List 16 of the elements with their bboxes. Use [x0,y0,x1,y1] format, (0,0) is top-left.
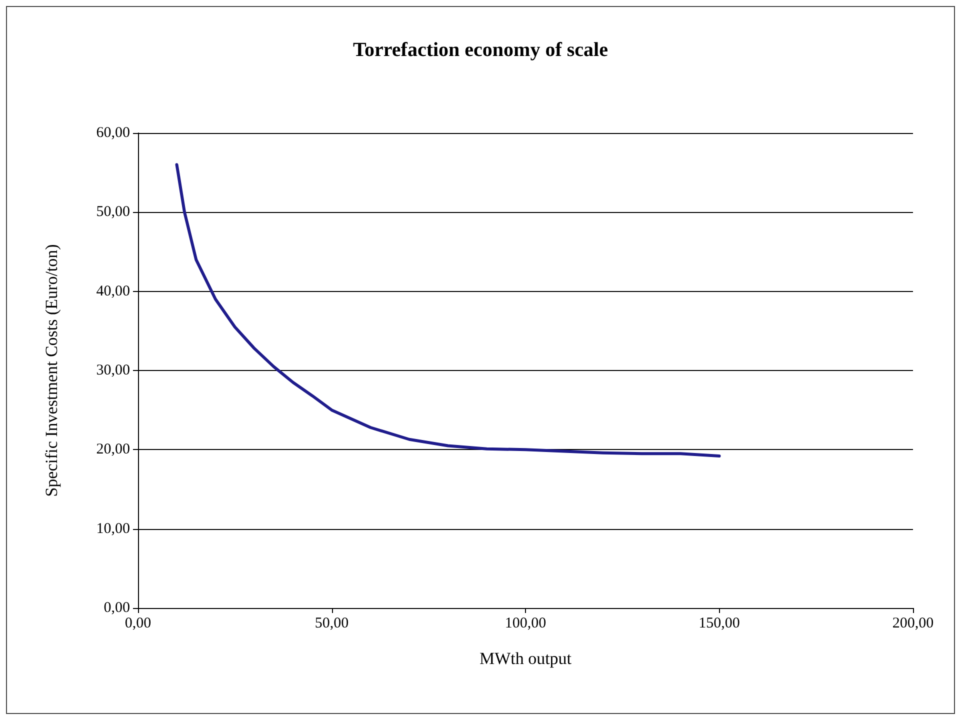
y-axis-title: Specific Investment Costs (Euro/ton) [42,244,61,497]
x-tick-label: 50,00 [314,616,349,632]
y-tick-label: 40,00 [96,283,130,300]
y-tick-label: 10,00 [96,520,130,537]
y-tick-label: 0,00 [104,600,130,616]
x-axis-title: MWth output [479,649,572,668]
y-tick-label: 30,00 [96,362,130,378]
line-series [175,163,721,458]
x-tick-label: 150,00 [698,616,740,632]
y-tick-label: 50,00 [96,204,130,220]
x-tick-label: 100,00 [504,616,546,632]
chart-title: Torrefaction economy of scale [353,39,608,61]
y-tick-label: 20,00 [96,442,130,458]
y-tick-label: 60,00 [96,125,130,141]
x-tick-label: 200,00 [892,616,934,632]
x-tick-label: 0,00 [124,616,152,632]
